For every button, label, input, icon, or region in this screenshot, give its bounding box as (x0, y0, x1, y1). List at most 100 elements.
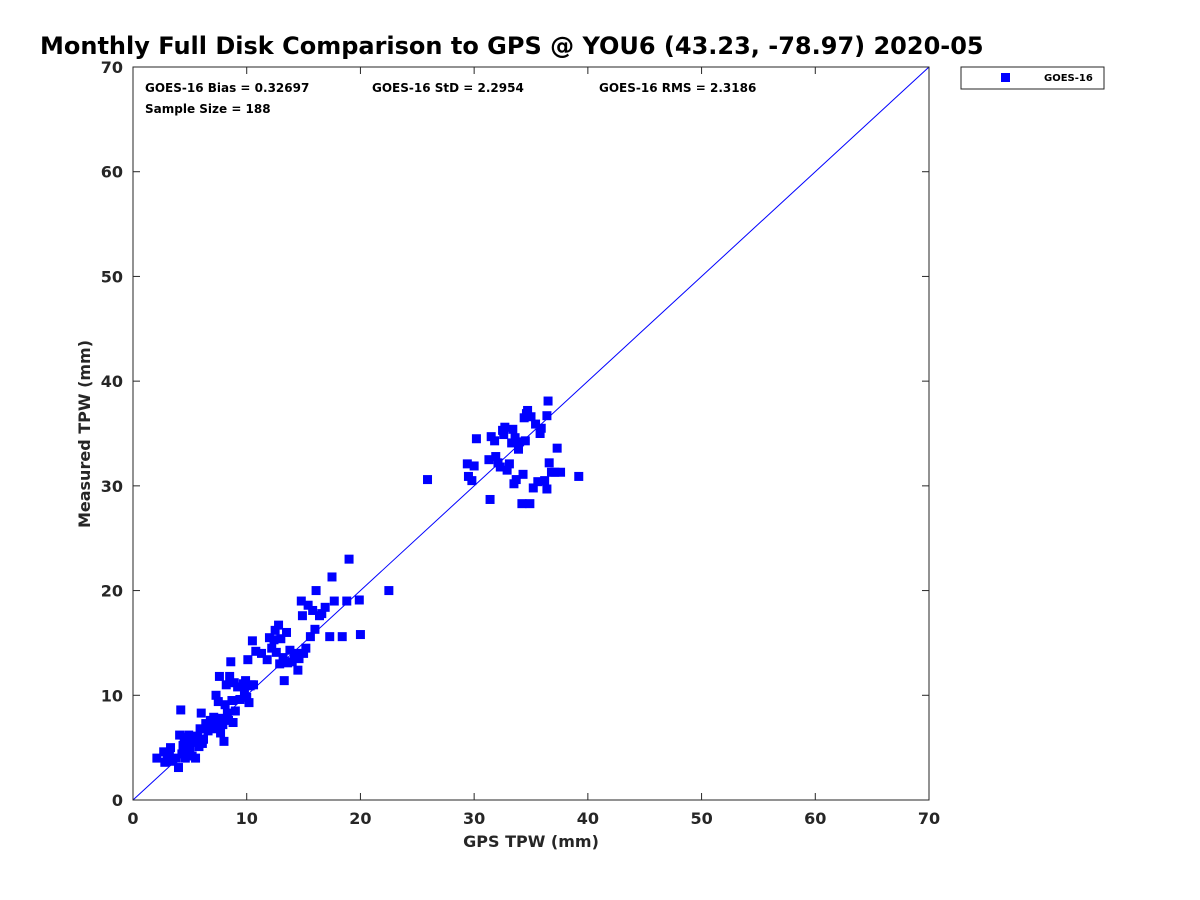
data-point (508, 424, 518, 434)
data-point (247, 636, 257, 646)
data-point (164, 750, 174, 760)
data-point (224, 715, 234, 725)
data-point (320, 602, 330, 612)
data-point (226, 657, 236, 667)
data-point (384, 586, 394, 596)
data-point (303, 600, 313, 610)
y-tick-label: 70 (101, 58, 123, 77)
data-point (211, 690, 221, 700)
data-point (227, 696, 237, 706)
data-point (308, 605, 318, 615)
legend-marker (1001, 73, 1010, 82)
data-point (285, 645, 295, 655)
data-point (279, 676, 289, 686)
data-point (213, 697, 223, 707)
data-point (209, 712, 219, 722)
data-points (152, 396, 584, 773)
data-point (235, 694, 245, 704)
data-point (228, 718, 238, 728)
data-point (297, 611, 307, 621)
data-point (166, 743, 176, 753)
data-point (518, 469, 528, 479)
x-tick-label: 10 (236, 809, 258, 828)
y-tick-label: 40 (101, 372, 123, 391)
data-point (513, 444, 523, 454)
data-point (175, 730, 185, 740)
y-tick-label: 50 (101, 267, 123, 286)
data-point (214, 671, 224, 681)
data-point (535, 429, 545, 438)
data-point (242, 692, 252, 702)
y-tick-label: 20 (101, 582, 123, 601)
data-point (296, 596, 306, 606)
stat-sample-size: Sample Size = 188 (145, 102, 271, 116)
data-point (469, 461, 479, 471)
data-point (574, 471, 584, 481)
data-point (299, 648, 309, 658)
data-point (173, 763, 183, 773)
data-point (249, 680, 259, 690)
data-point (485, 494, 495, 504)
data-point (504, 459, 514, 469)
data-point (278, 653, 288, 663)
data-point (159, 747, 169, 757)
data-point (274, 620, 284, 630)
x-tick-label: 30 (463, 809, 485, 828)
data-point (471, 434, 481, 444)
reference-line-group (132, 66, 930, 801)
data-point (301, 643, 311, 653)
data-point (185, 744, 195, 754)
data-point (462, 459, 472, 469)
data-point (218, 720, 228, 730)
data-point (282, 627, 292, 637)
data-point (507, 438, 517, 448)
data-point (216, 728, 226, 738)
data-point (540, 476, 550, 486)
data-point (337, 632, 347, 642)
data-point (180, 753, 190, 763)
data-point (523, 405, 533, 415)
data-point (292, 648, 302, 658)
one-to-one-line (132, 66, 930, 801)
data-point (210, 724, 220, 734)
data-point (271, 647, 281, 657)
data-point (536, 423, 546, 433)
data-point (293, 665, 303, 675)
data-point (196, 708, 206, 718)
legend-box (960, 66, 1105, 90)
data-point (525, 499, 535, 509)
data-point (152, 753, 162, 763)
data-point (542, 484, 552, 494)
data-point (199, 734, 209, 744)
stat-bias: GOES-16 Bias = 0.32697 (145, 81, 309, 95)
data-point (528, 483, 538, 493)
data-point (220, 700, 230, 710)
y-tick-label: 30 (101, 477, 123, 496)
chart-title: Monthly Full Disk Comparison to GPS @ YO… (40, 32, 984, 60)
data-point (517, 499, 527, 509)
axis-ticks: 0 10 20 30 40 50 60 70 0 10 20 30 40 50 60 70 (101, 58, 940, 828)
data-point (542, 411, 552, 421)
data-point (269, 635, 279, 645)
x-tick-label: 40 (577, 809, 599, 828)
y-tick-label: 0 (112, 791, 123, 810)
data-point (270, 625, 280, 635)
data-point (500, 422, 510, 432)
data-point (251, 646, 261, 656)
data-point (342, 596, 352, 606)
data-point (317, 609, 327, 619)
data-point (354, 595, 364, 605)
y-axis-label: Measured TPW (mm) (75, 340, 94, 528)
x-tick-label: 0 (127, 809, 138, 828)
data-point (294, 654, 304, 664)
x-tick-label: 20 (349, 809, 371, 828)
x-tick-label: 70 (918, 809, 940, 828)
stat-std: GOES-16 StD = 2.2954 (372, 81, 524, 95)
data-point (344, 554, 354, 564)
data-point (244, 698, 254, 708)
data-point (162, 755, 172, 765)
y-tick-label: 10 (101, 686, 123, 705)
data-point (219, 736, 229, 746)
data-point (533, 477, 543, 487)
